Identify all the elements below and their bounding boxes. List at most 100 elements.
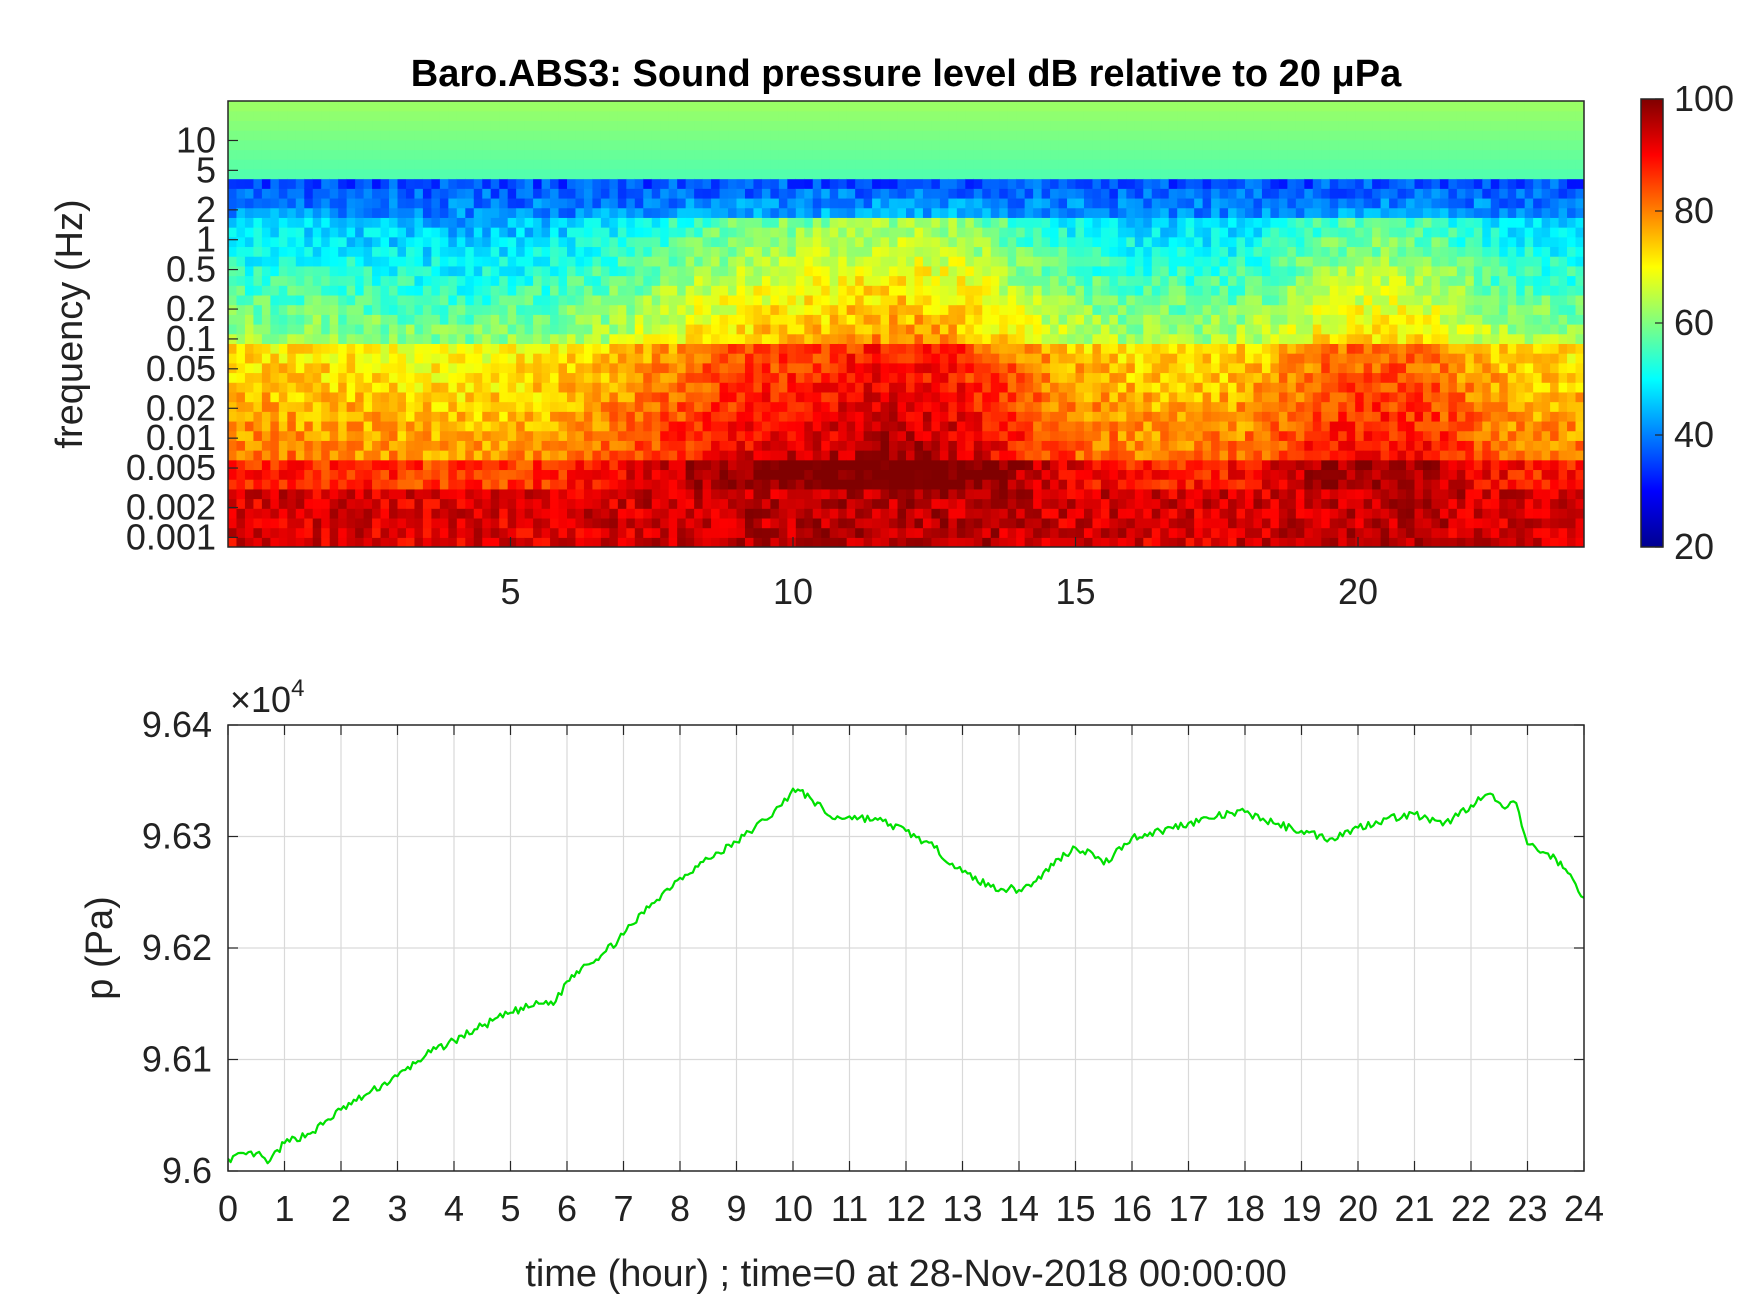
spectrogram-cell: [872, 479, 882, 490]
spectrogram-cell: [533, 285, 543, 296]
spectrogram-cell: [422, 391, 432, 403]
spectrogram-cell: [1041, 450, 1051, 461]
spectrogram-cell: [719, 130, 729, 141]
spectrogram-cell: [821, 236, 831, 248]
spectrogram-cell: [1126, 130, 1136, 141]
spectrogram-cell: [617, 353, 627, 364]
spectrogram-cell: [863, 120, 873, 131]
spectrogram-cell: [295, 275, 305, 286]
spectrogram-cell: [1126, 469, 1136, 480]
spectrogram-cell: [778, 343, 788, 354]
spectrogram-cell: [321, 508, 331, 519]
spectrogram-cell: [567, 527, 577, 538]
spectrogram-cell: [592, 469, 602, 480]
spectrogram-cell: [1092, 459, 1102, 471]
spectrogram-cell: [295, 401, 305, 412]
spectrogram-cell: [261, 420, 271, 432]
spectrogram-cell: [719, 411, 729, 422]
spectrogram-cell: [405, 168, 416, 180]
spectrogram-cell: [677, 294, 687, 306]
spectrogram-cell: [1134, 498, 1144, 509]
spectrogram-cell: [431, 450, 441, 461]
spectrogram-cell: [863, 168, 873, 180]
spectrogram-cell: [1050, 372, 1060, 383]
spectrogram-cell: [838, 188, 848, 199]
spectrogram-cell: [1083, 430, 1094, 441]
spectrogram-cell: [236, 130, 246, 141]
spectrogram-cell: [889, 236, 899, 248]
spectrogram-cell: [422, 517, 432, 529]
spectrogram-cell: [1117, 479, 1127, 490]
spectrogram-cell: [1041, 217, 1051, 228]
spectrogram-cell: [922, 110, 933, 121]
spectrogram-cell: [922, 294, 933, 306]
spectrogram-cell: [812, 227, 822, 238]
spectrogram-cell: [1075, 265, 1085, 277]
spectrogram-cell: [1041, 227, 1051, 238]
spectrogram-cell: [1041, 411, 1051, 422]
spectrogram-cell: [660, 353, 670, 364]
spectrogram-cell: [456, 343, 466, 354]
spectrogram-cell: [736, 110, 746, 121]
spectrogram-cell: [312, 178, 322, 189]
spectrogram-cell: [583, 382, 594, 393]
spectrogram-cell: [846, 314, 856, 325]
spectrogram-cell: [609, 353, 619, 364]
spectrogram-cell: [829, 197, 839, 209]
spectrogram-cell: [880, 285, 890, 296]
spectrogram-cell: [626, 294, 636, 306]
spectrogram-cell: [804, 459, 814, 471]
spectrogram-cell: [889, 159, 899, 170]
spectrogram-cell: [558, 236, 568, 248]
spectrogram-cell: [380, 343, 390, 354]
spectrogram-cell: [1117, 275, 1127, 286]
spectrogram-cell: [304, 314, 314, 325]
spectrogram-cell: [948, 217, 958, 228]
spectrogram-cell: [863, 459, 873, 471]
spectrogram-cell: [1016, 517, 1026, 529]
spectrogram-cell: [778, 517, 788, 529]
spectrogram-cell: [397, 353, 407, 364]
spectrogram-cell: [880, 353, 890, 364]
spectrogram-cell: [1126, 488, 1136, 500]
spectrogram-cell: [414, 139, 424, 151]
spectrogram-cell: [1126, 420, 1136, 432]
spectrogram-cell: [973, 130, 983, 141]
spectrogram-cell: [643, 324, 653, 335]
spectrogram-cell: [583, 178, 594, 189]
spectrogram-cell: [990, 420, 1000, 432]
spectrogram-cell: [973, 450, 983, 461]
spectrogram-cell: [744, 246, 755, 257]
spectrogram-cell: [516, 246, 526, 257]
spectrogram-cell: [914, 178, 924, 189]
spectrogram-cell: [380, 188, 390, 199]
spectrogram-cell: [846, 285, 856, 296]
spectrogram-cell: [346, 527, 356, 538]
spectrogram-cell: [567, 130, 577, 141]
spectrogram-cell: [583, 459, 594, 471]
spectrogram-cell: [973, 256, 983, 267]
spectrogram-cell: [922, 382, 933, 393]
spectrogram-cell: [1050, 139, 1060, 151]
spectrogram-cell: [600, 430, 610, 441]
spectrogram-cell: [863, 294, 873, 306]
spectrogram-cell: [956, 440, 966, 451]
spectrogram-cell: [278, 440, 288, 451]
spectrogram-cell: [931, 314, 941, 325]
spectrogram-cell: [1067, 362, 1077, 374]
spectrogram-cell: [473, 537, 483, 547]
spectrogram-cell: [228, 440, 238, 451]
spectrogram-cell: [431, 459, 441, 471]
spectrogram-cell: [389, 343, 399, 354]
spectrogram-cell: [397, 324, 407, 335]
spectrogram-cell: [253, 110, 263, 121]
spectrogram-cell: [906, 101, 916, 112]
spectrogram-cell: [567, 217, 577, 228]
spectrogram-cell: [1075, 333, 1085, 344]
spectrogram-cell: [270, 149, 280, 160]
spectrogram-cell: [244, 159, 255, 170]
spectrogram-cell: [973, 362, 983, 374]
spectrogram-cell: [380, 120, 390, 131]
spectrogram-cell: [1109, 382, 1119, 393]
spectrogram-cell: [880, 178, 890, 189]
